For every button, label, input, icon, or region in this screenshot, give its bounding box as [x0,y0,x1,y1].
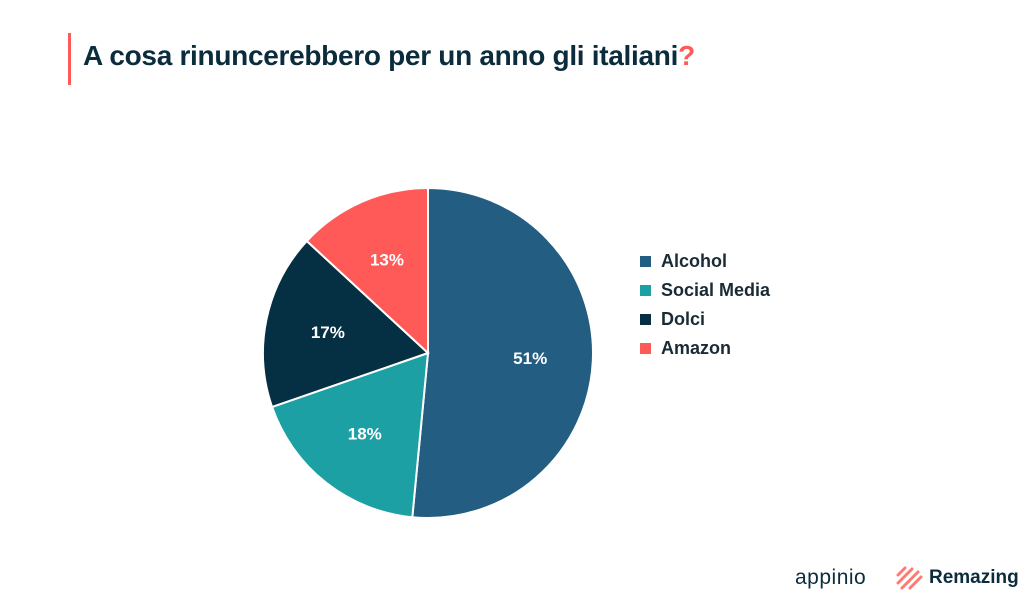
legend-swatch [640,256,651,267]
data-label: 13% [370,250,404,269]
legend: Alcohol Social Media Dolci Amazon [640,247,770,363]
legend-item: Social Media [640,276,770,305]
legend-swatch [640,343,651,354]
appinio-logo: appinio [795,566,867,589]
legend-item: Dolci [640,305,770,334]
pie-slice-alcohol [411,186,594,519]
remazing-logo: Remazing [929,567,1019,588]
pie-slice-amazon [305,186,429,356]
remazing-logo-icon [896,566,923,590]
page-title: A cosa rinuncerebbero per un anno gli it… [83,40,695,72]
legend-item: Alcohol [640,247,770,276]
legend-swatch [640,314,651,325]
data-label: 51% [513,349,547,368]
legend-swatch [640,285,651,296]
title-question-mark: ? [678,40,695,71]
title-accent-bar [68,33,71,85]
legend-label: Amazon [661,338,732,358]
title-text: A cosa rinuncerebbero per un anno gli it… [83,40,679,71]
legend-label: Dolci [661,309,706,329]
data-label: 17% [311,323,345,342]
legend-label: Social Media [661,280,771,300]
legend-item: Amazon [640,334,770,363]
pie-slice-dolci [262,239,430,409]
legend-label: Alcohol [661,251,727,271]
data-label: 18% [348,424,382,443]
